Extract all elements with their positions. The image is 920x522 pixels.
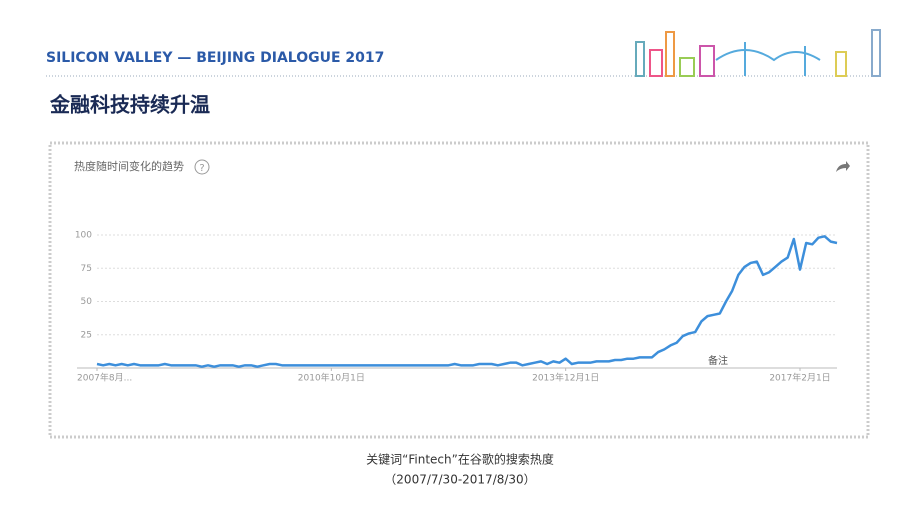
y-tick-label: 50 [81, 297, 93, 307]
caption: 关键词“Fintech”在谷歌的搜索热度 [366, 452, 554, 467]
help-icon[interactable] [194, 159, 210, 175]
x-tick-label: 2007年8月... [77, 372, 132, 384]
chart-title: 热度随时间变化的趋势 [74, 159, 184, 173]
x-tick-label: 2010年10月1日 [298, 372, 365, 384]
help-icon-mark: ? [199, 163, 204, 174]
slide-title: 金融科技持续升温 [49, 93, 210, 117]
trend-line [96, 235, 838, 368]
annotation: 备注 [708, 354, 728, 367]
chart-panel [48, 141, 870, 439]
caption-range: （2007/7/30-2017/8/30） [384, 473, 535, 487]
y-tick-label: 25 [81, 330, 92, 340]
x-tick-label: 2017年2月1日 [769, 372, 830, 384]
share-icon[interactable] [836, 161, 850, 172]
event-title: SILICON VALLEY — BEIJING DIALOGUE 2017 [46, 50, 384, 66]
y-tick-label: 75 [81, 264, 92, 274]
y-tick-label: 100 [75, 231, 92, 241]
skyline [635, 29, 881, 77]
x-tick-label: 2013年12月1日 [532, 372, 599, 384]
